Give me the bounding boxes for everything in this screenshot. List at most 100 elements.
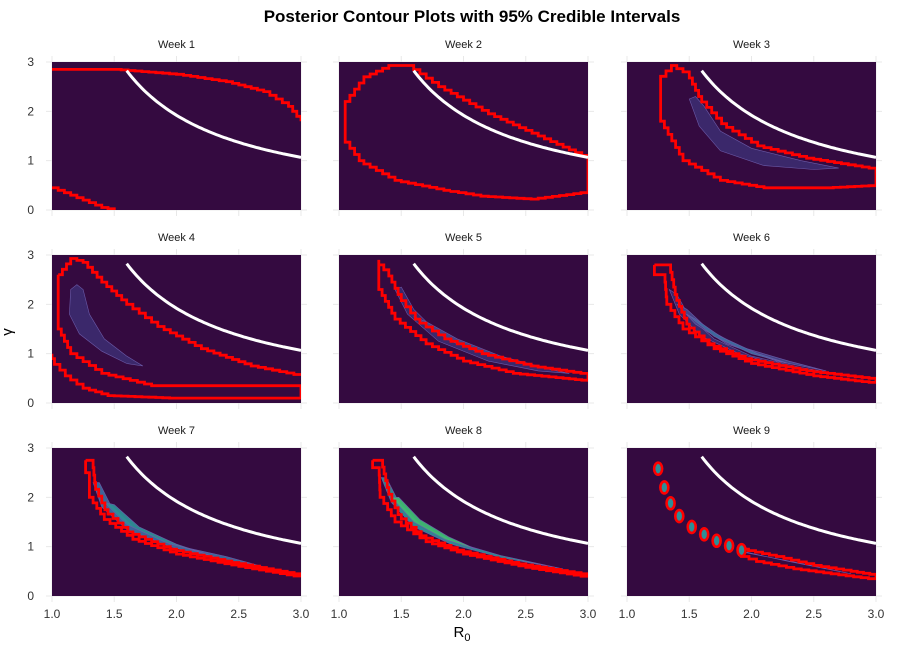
panel-3: Week 3 — [621, 39, 882, 216]
y-tick-label: 3 — [27, 55, 34, 69]
panel-content — [52, 257, 301, 400]
panel-background — [627, 448, 876, 596]
panel-background — [339, 62, 588, 210]
panel-content — [52, 68, 301, 210]
panel-title: Week 6 — [733, 232, 770, 244]
reference-curve — [700, 455, 876, 545]
x-axis-label: R0 — [454, 624, 471, 644]
panel-9: Week 9 1.0 1.5 2.0 2.5 3.0 — [619, 425, 885, 621]
y-tick-label: 2 — [27, 490, 34, 504]
reference-curve — [700, 262, 876, 352]
credible-interval-island — [711, 533, 722, 549]
contour-level-1 — [69, 284, 144, 367]
panel-title: Week 3 — [733, 39, 770, 51]
panel-5: Week 5 — [333, 232, 594, 409]
x-tick-label: 2.5 — [230, 607, 247, 621]
reference-curve — [125, 262, 301, 352]
panel-4: Week 4 0 1 2 3 — [27, 232, 307, 410]
credible-interval-outline — [653, 263, 876, 384]
credible-interval-island — [652, 461, 664, 477]
credible-interval-island — [665, 495, 676, 511]
reference-curve — [125, 69, 301, 159]
panel-content — [343, 64, 588, 201]
credible-interval-outline-lower — [52, 186, 116, 210]
credible-interval-island — [736, 542, 747, 558]
x-tick-label: 2.0 — [455, 607, 472, 621]
x-tick-label: 1.5 — [681, 607, 698, 621]
x-tick-label: 3.0 — [293, 607, 310, 621]
panel-background — [52, 448, 301, 596]
panel-2: Week 2 — [333, 39, 594, 216]
credible-interval-outline — [659, 64, 876, 190]
y-tick-label: 0 — [27, 589, 34, 603]
y-tick-label: 0 — [27, 203, 34, 217]
y-tick-label: 1 — [27, 347, 34, 361]
credible-interval-island — [723, 538, 735, 553]
y-tick-label: 1 — [27, 154, 34, 168]
credible-interval-island — [673, 508, 685, 524]
panel-title: Week 1 — [158, 39, 195, 51]
panel-8: Week 8 1.0 1.5 2.0 2.5 3.0 — [331, 425, 597, 621]
x-tick-label: 1.5 — [393, 607, 410, 621]
reference-curve — [700, 69, 876, 159]
credible-interval-outline — [84, 458, 301, 578]
x-tick-label: 3.0 — [580, 607, 597, 621]
panels-group: Week 1 0 1 2 3 Week 2 Week 3 Week 4 0 1 2 3 Week 5 We… — [27, 39, 884, 621]
y-tick-label: 0 — [27, 396, 34, 410]
panel-content — [653, 262, 876, 384]
panel-title: Week 2 — [445, 39, 482, 51]
reference-curve — [412, 262, 588, 352]
panel-background — [339, 448, 588, 596]
x-axis-label-main: R — [454, 624, 465, 641]
panel-content — [659, 64, 876, 190]
panel-title: Week 7 — [158, 425, 195, 437]
panel-7: Week 7 0 1 2 3 1.0 1.5 2.0 2.5 3.0 — [27, 425, 309, 621]
x-tick-label: 3.0 — [868, 607, 885, 621]
panel-background — [339, 255, 588, 403]
panel-6: Week 6 — [621, 232, 882, 409]
y-tick-label: 2 — [27, 297, 34, 311]
contour-level-2 — [103, 501, 214, 557]
panel-title: Week 8 — [445, 425, 482, 437]
credible-interval-outline — [52, 274, 301, 400]
panel-title: Week 4 — [158, 232, 195, 244]
x-tick-label: 2.0 — [743, 607, 760, 621]
x-tick-label: 1.5 — [106, 607, 123, 621]
credible-interval-outline — [377, 259, 588, 382]
credible-interval-island — [686, 519, 698, 535]
credible-interval-outline — [52, 68, 301, 122]
x-tick-label: 2.5 — [517, 607, 534, 621]
panel-content — [652, 455, 876, 581]
chart-title: Posterior Contour Plots with 95% Credibl… — [264, 7, 681, 26]
y-axis-label: γ — [0, 328, 16, 336]
y-tick-label: 2 — [27, 104, 34, 118]
x-tick-label: 2.5 — [805, 607, 822, 621]
x-axis-label-subscript: 0 — [464, 632, 470, 644]
y-tick-label: 1 — [27, 540, 34, 554]
x-tick-label: 1.0 — [44, 607, 61, 621]
y-tick-label: 3 — [27, 248, 34, 262]
panel-title: Week 5 — [445, 232, 482, 244]
contour-level-1 — [688, 96, 839, 170]
y-tick-label: 3 — [27, 441, 34, 455]
contour-level-3 — [686, 313, 789, 364]
credible-interval-outline — [740, 547, 876, 581]
reference-curve — [125, 455, 301, 545]
credible-interval-island — [698, 527, 710, 542]
panel-background — [52, 62, 301, 210]
x-tick-label: 1.0 — [619, 607, 636, 621]
contour-level-2 — [390, 497, 477, 550]
panel-content — [84, 455, 301, 578]
reference-curve — [412, 69, 588, 159]
panel-content — [377, 259, 588, 382]
panel-1: Week 1 0 1 2 3 — [27, 39, 307, 217]
credible-interval-outline-upper — [58, 257, 301, 376]
credible-interval-island — [659, 480, 670, 495]
x-tick-label: 2.0 — [168, 607, 185, 621]
credible-interval-outline — [343, 64, 588, 201]
credible-interval-outline — [371, 458, 588, 578]
panel-title: Week 9 — [733, 425, 770, 437]
x-tick-label: 1.0 — [331, 607, 348, 621]
